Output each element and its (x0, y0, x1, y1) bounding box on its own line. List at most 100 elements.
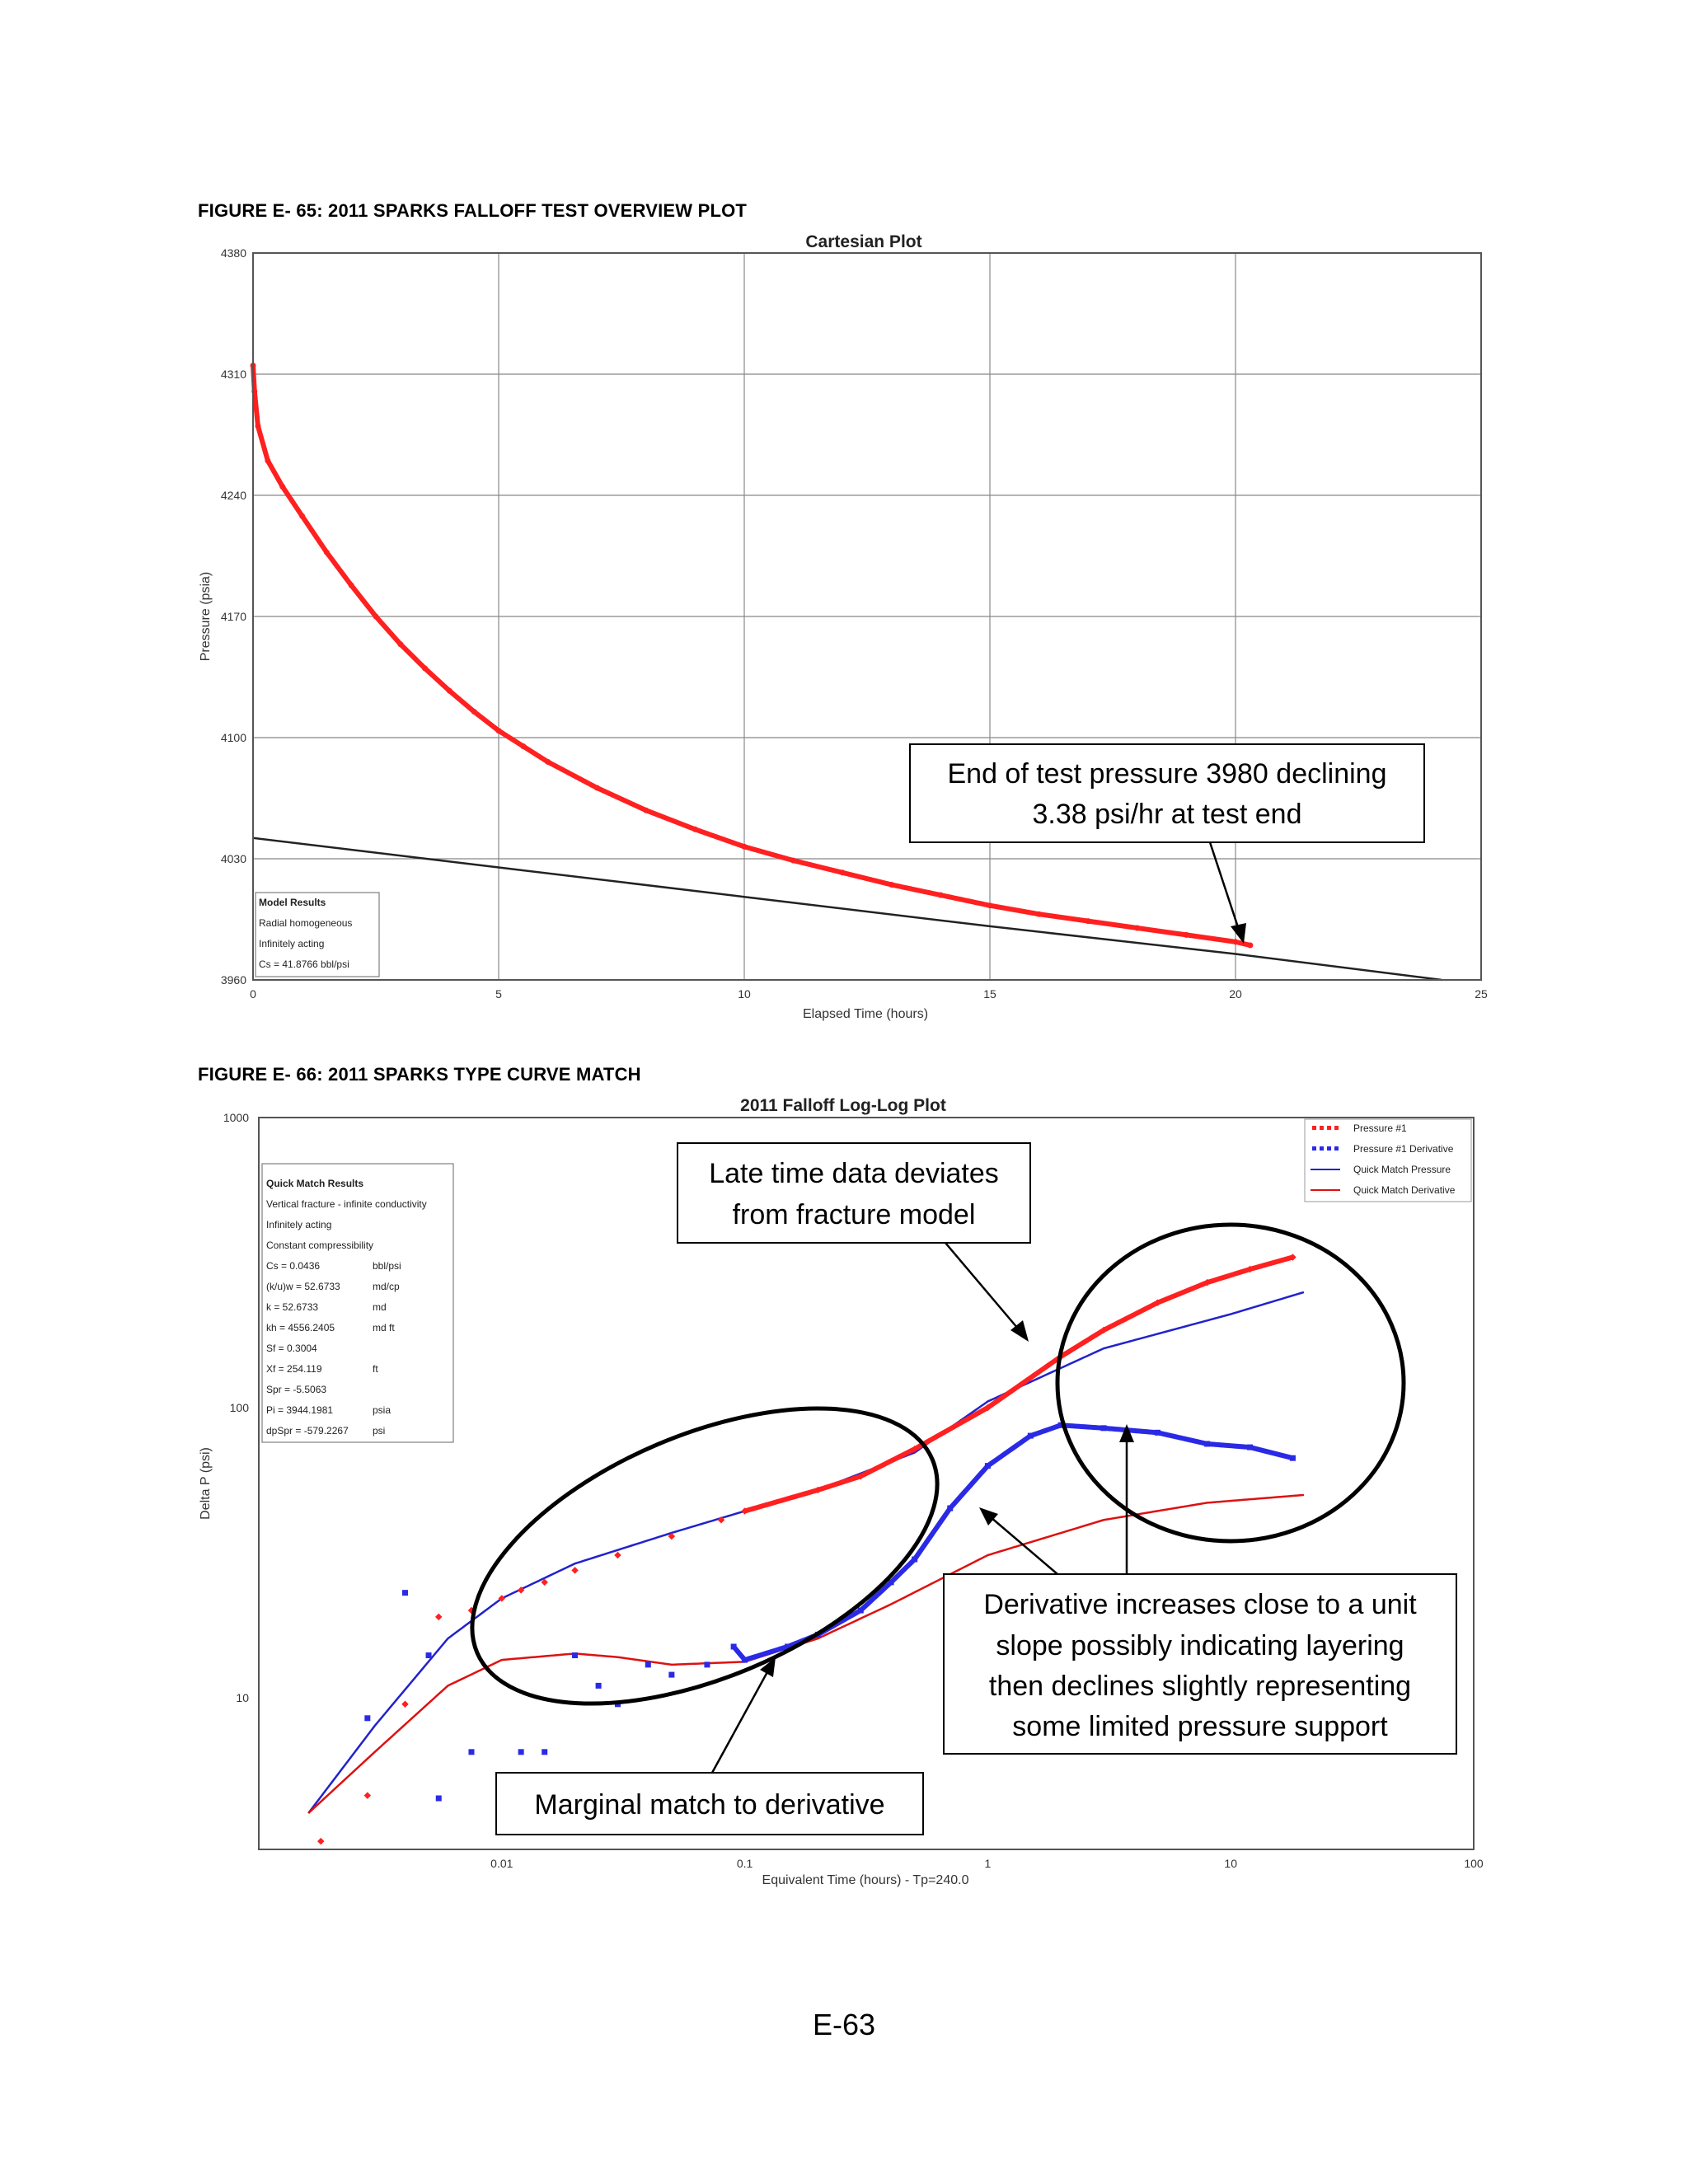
x-tick-label: 20 (1229, 987, 1242, 1001)
data-point (446, 687, 452, 694)
quick-match-value: Constant compressibility (266, 1240, 373, 1251)
legend-entry: Quick Match Pressure (1311, 1164, 1451, 1175)
model-results-box: Model Results Radial homogeneous Infinit… (255, 892, 380, 977)
data-point (1247, 942, 1254, 949)
quick-match-value: dpSpr = -579.2267 (266, 1425, 349, 1436)
quick-match-value: kh = 4556.2405 (266, 1322, 335, 1333)
y-axis-label: Delta P (psi) (199, 1447, 213, 1520)
data-point (1134, 925, 1141, 931)
x-tick-label: 10 (738, 987, 751, 1001)
derivative-point (468, 1749, 475, 1755)
y-tick-label: 1000 (223, 1111, 249, 1124)
annotation-line: Derivative increases close to a unit (983, 1589, 1417, 1620)
plot-frame (258, 1117, 1475, 1850)
data-point (889, 882, 895, 888)
quick-match-value: Cs = 0.0436 (266, 1260, 320, 1272)
pressure-point (571, 1567, 579, 1574)
data-point (265, 457, 271, 464)
model-results-line: Radial homogeneous (259, 917, 352, 929)
derivative-point (435, 1795, 442, 1802)
quick-match-value: Pi = 3944.1981 (266, 1404, 333, 1416)
y-tick-label: 3960 (221, 973, 246, 987)
data-point (520, 743, 527, 749)
x-tick-label: 25 (1475, 987, 1488, 1001)
annotation-line: Marginal match to derivative (534, 1789, 884, 1821)
x-tick-label: 10 (1224, 1857, 1237, 1870)
quick-match-unit: md/cp (373, 1281, 400, 1292)
derivative-point (668, 1671, 675, 1678)
data-point (279, 484, 286, 490)
figure-caption-66: FIGURE E- 66: 2011 SPARKS TYPE CURVE MAT… (198, 1064, 641, 1085)
annotation-line: 3.38 psi/hr at test end (1033, 799, 1302, 830)
x-tick-label: 15 (983, 987, 996, 1001)
x-axis-label: Elapsed Time (hours) (803, 1007, 928, 1021)
data-point (1085, 918, 1091, 925)
data-point (373, 613, 379, 620)
pressure-point (317, 1837, 325, 1845)
series-layer (250, 363, 1442, 982)
model-results-heading: Model Results (259, 897, 326, 908)
quick-match-unit: ft (373, 1363, 378, 1375)
data-point (1183, 931, 1189, 938)
annotation-late-time: Late time data deviates from fracture mo… (677, 1142, 1031, 1342)
data-point (495, 728, 502, 734)
y-tick-label: 4240 (221, 489, 246, 502)
data-point (323, 549, 330, 555)
tick-labels: 0 5 10 15 20 25 3960 4030 4100 4170 4240 4310 4380 (221, 246, 1488, 1001)
page-number: E-63 (812, 2008, 876, 2041)
quick-match-unit: md ft (373, 1322, 395, 1333)
arrow-head (760, 1657, 776, 1677)
svg-text:Quick Match Derivative: Quick Match Derivative (1353, 1184, 1456, 1196)
arrow-head (979, 1507, 998, 1526)
annotation-end-of-test: End of test pressure 3980 declining 3.38… (909, 743, 1425, 944)
model-results-line: Cs = 41.8766 bbl/psi (259, 958, 349, 970)
quick-match-value: Infinitely acting (266, 1219, 331, 1230)
data-point (692, 826, 698, 832)
quick-match-value: Spr = -5.5063 (266, 1384, 326, 1395)
data-point (255, 423, 261, 429)
y-tick-label: 100 (230, 1401, 250, 1414)
y-tick-label: 4170 (221, 610, 246, 623)
pressure-point (614, 1551, 621, 1559)
legend-entry: Pressure #1 (1312, 1122, 1407, 1134)
series-model-line (252, 837, 1442, 982)
data-point (937, 892, 944, 898)
quick-match-value: Xf = 254.119 (266, 1363, 322, 1375)
annotation-derivative: Derivative increases close to a unit slo… (943, 1424, 1457, 1755)
y-tick-label: 4100 (221, 731, 246, 744)
pressure-point (517, 1586, 525, 1594)
chart-title: Cartesian Plot (805, 232, 921, 251)
data-point (1232, 939, 1239, 945)
legend-entry: Pressure #1 Derivative (1312, 1143, 1454, 1155)
highlight-ellipse-mid (470, 1406, 940, 1706)
data-point (987, 902, 993, 909)
data-point (397, 641, 404, 648)
svg-text:Quick Match Pressure: Quick Match Pressure (1353, 1164, 1451, 1175)
x-tick-label: 0.01 (490, 1857, 513, 1870)
annotation-line: from fracture model (733, 1199, 976, 1230)
y-tick-label: 4030 (221, 852, 246, 865)
quick-match-heading: Quick Match Results (266, 1178, 363, 1189)
data-point (790, 857, 797, 864)
pressure-point (363, 1792, 372, 1799)
quick-match-value: k = 52.6733 (266, 1301, 318, 1313)
legend: Pressure #1 Pressure #1 Derivative Quick M… (1304, 1118, 1472, 1202)
x-tick-label: 100 (1464, 1857, 1484, 1870)
derivative-point (595, 1682, 602, 1689)
cartesian-plot: Cartesian Plot 0 5 10 15 20 25 3960 4030 4100 417… (199, 232, 1488, 1021)
annotation-line: some limited pressure support (1012, 1711, 1388, 1742)
quick-match-value: Vertical fracture - infinite conductivit… (266, 1198, 427, 1210)
tick-labels: 0.01 0.1 1 10 100 10 100 1000 (223, 1111, 1484, 1870)
derivative-point (704, 1661, 710, 1668)
quick-match-unit: psia (373, 1404, 391, 1416)
annotation-marginal: Marginal match to derivative (495, 1657, 924, 1835)
derivative-point (542, 1749, 548, 1755)
highlight-ellipse-late (1055, 1222, 1406, 1544)
data-point (422, 665, 429, 672)
quick-match-value: (k/u)w = 52.6733 (266, 1281, 340, 1292)
svg-text:Pressure #1: Pressure #1 (1353, 1122, 1407, 1134)
data-point (643, 807, 649, 813)
derivative-point (364, 1715, 371, 1722)
quick-match-value: Sf = 0.3004 (266, 1343, 317, 1354)
